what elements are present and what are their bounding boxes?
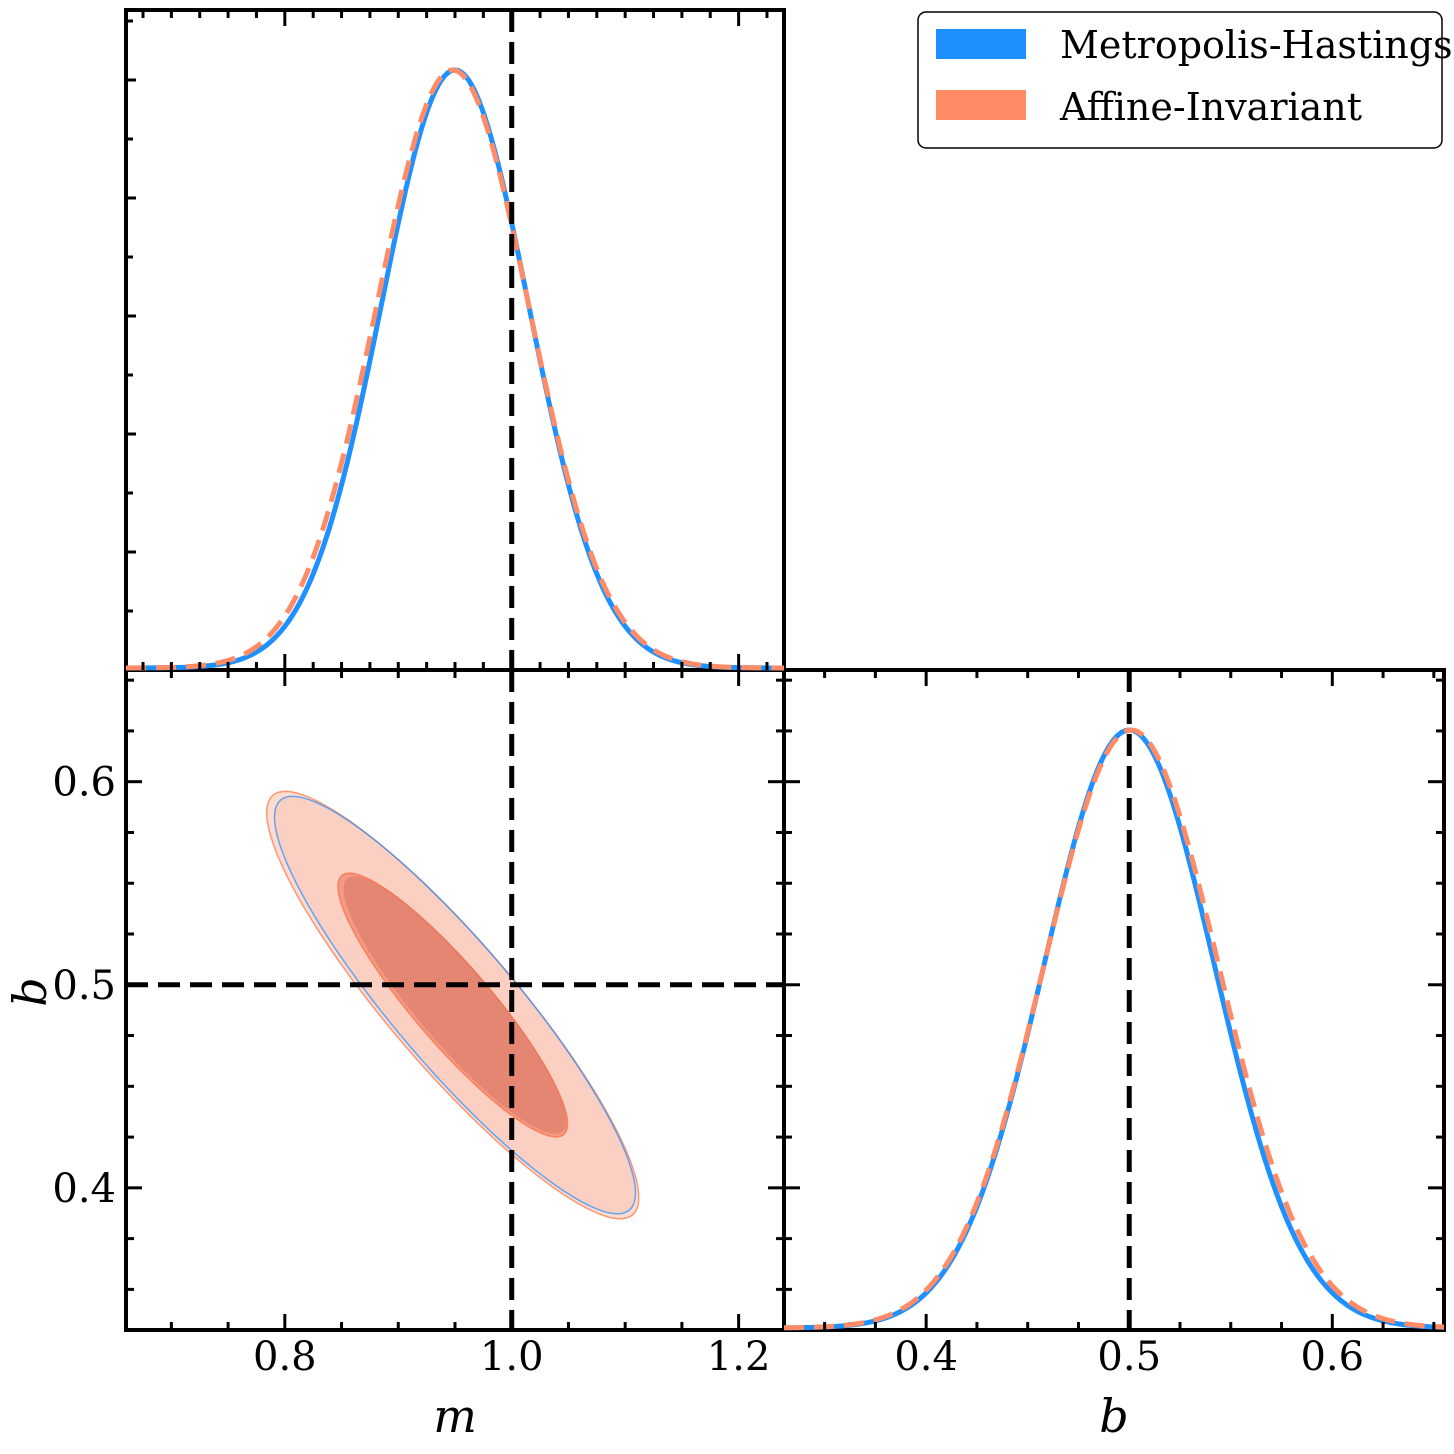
m-tick-label: 0.8 [253, 1334, 317, 1380]
m-curve-affine [125, 67, 785, 671]
b-tick-label: 0.5 [1097, 1334, 1161, 1380]
b-ytick-label: 0.6 [52, 760, 116, 806]
m-axis-label: m [433, 1389, 477, 1443]
b-marginal-curves [783, 727, 1445, 1331]
legend-swatch-affine [936, 90, 1026, 120]
b-axis-label: b [1099, 1389, 1128, 1443]
b-ytick-label: 0.5 [52, 963, 116, 1009]
b-tick-label: 0.6 [1300, 1334, 1364, 1380]
b-curve-affine [783, 727, 1445, 1331]
m-marginal-curves [125, 67, 785, 671]
b-y-axis-label: b [3, 977, 57, 1006]
legend: Metropolis-Hastings Affine-Invariant [917, 11, 1453, 149]
legend-swatch-metropolis [936, 29, 1026, 59]
tick-labels: 0.8 1.0 1.2 0.4 0.4 0.5 0.5 0.6 0.6 [52, 760, 1364, 1380]
m-tick-label: 1.2 [707, 1334, 771, 1380]
b-ytick-label: 0.4 [52, 1166, 116, 1212]
panel-frames [124, 8, 1446, 1332]
m-tick-label: 1.0 [480, 1334, 544, 1380]
truth-lines [126, 10, 1132, 1330]
legend-label-affine: Affine-Invariant [1059, 85, 1362, 129]
b-tick-label: 0.4 [894, 1334, 958, 1380]
b-curve-metropolis [783, 727, 1445, 1331]
legend-box [917, 11, 1443, 149]
b-marginal-frame [782, 668, 1446, 1332]
joint-contours [265, 790, 640, 1220]
axis-ticks [126, 10, 1444, 1330]
m-curve-metropolis [126, 67, 784, 671]
m-marginal-frame [124, 8, 786, 672]
legend-label-metropolis: Metropolis-Hastings [1060, 23, 1453, 67]
